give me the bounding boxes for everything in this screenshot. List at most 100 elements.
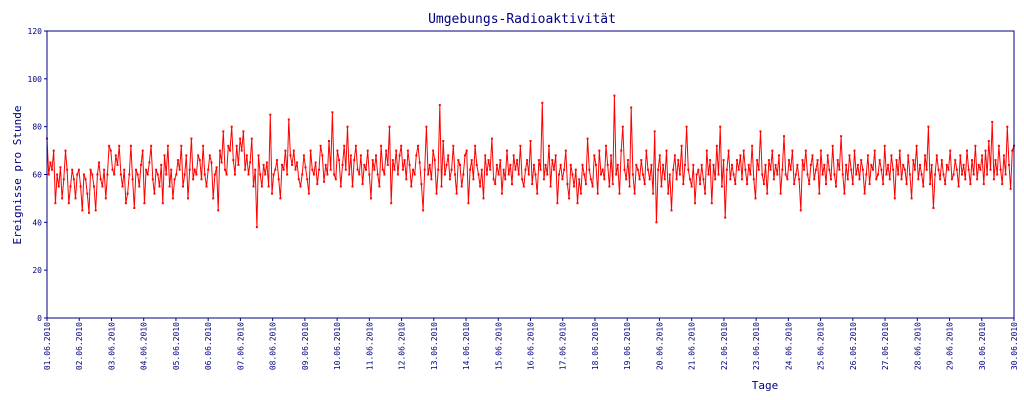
data-point <box>133 207 136 209</box>
data-point <box>950 178 953 181</box>
data-point <box>307 192 310 195</box>
data-point <box>746 183 749 186</box>
data-point <box>655 221 658 224</box>
data-point <box>972 173 975 176</box>
data-point <box>202 144 205 147</box>
data-point <box>98 161 100 164</box>
data-point <box>480 168 483 171</box>
data-point <box>359 154 362 157</box>
data-point <box>423 168 426 171</box>
data-point <box>615 173 618 176</box>
data-point <box>611 183 614 186</box>
data-point <box>955 168 958 171</box>
data-point <box>739 154 742 157</box>
data-point <box>306 178 309 181</box>
data-point <box>732 173 735 176</box>
data-point <box>94 209 97 212</box>
series-line <box>46 95 1015 228</box>
data-point <box>185 154 188 157</box>
data-point <box>873 149 876 152</box>
data-point <box>694 202 696 205</box>
data-point <box>930 163 933 166</box>
data-point <box>982 183 985 186</box>
y-axis-label: Ereignisse pro Stunde <box>11 105 24 244</box>
data-point <box>485 173 488 176</box>
data-point <box>586 137 589 140</box>
data-point <box>806 173 809 176</box>
data-point <box>381 168 384 171</box>
data-point <box>349 154 352 157</box>
data-point <box>109 149 112 152</box>
data-point <box>719 125 722 128</box>
data-point <box>393 168 396 171</box>
data-point <box>742 149 745 152</box>
data-point <box>776 173 779 176</box>
data-point <box>779 192 782 195</box>
data-point <box>986 173 989 176</box>
data-point <box>606 163 609 166</box>
data-point <box>712 163 715 166</box>
data-point <box>1009 187 1012 190</box>
data-point <box>250 137 253 140</box>
data-point <box>237 163 240 166</box>
data-point <box>200 178 203 181</box>
data-point <box>215 166 218 169</box>
data-point <box>821 173 824 176</box>
data-point <box>279 197 282 200</box>
data-point <box>455 192 458 195</box>
data-point <box>744 168 747 171</box>
x-tick-label: 13.06.2010 <box>430 322 439 370</box>
data-point <box>427 173 430 176</box>
data-point <box>385 149 388 152</box>
data-point <box>497 173 500 176</box>
data-point <box>984 149 987 152</box>
data-point <box>512 154 515 157</box>
data-point <box>388 125 391 128</box>
data-point <box>692 163 695 166</box>
data-point <box>670 209 673 212</box>
data-point <box>818 192 821 195</box>
x-tick-label: 09.06.2010 <box>301 322 310 370</box>
data-point <box>801 159 804 162</box>
data-point <box>403 159 406 162</box>
data-point <box>495 163 498 166</box>
data-point <box>823 163 826 166</box>
data-point <box>554 154 557 157</box>
data-point <box>123 168 126 171</box>
data-point <box>150 144 153 147</box>
data-point <box>339 185 342 188</box>
data-point <box>526 159 529 162</box>
data-point <box>354 144 357 147</box>
data-point <box>588 168 591 171</box>
data-point <box>417 144 419 147</box>
data-point <box>334 178 337 181</box>
data-point <box>772 178 775 181</box>
data-point <box>309 149 312 152</box>
data-point <box>408 163 411 166</box>
data-point <box>286 173 289 176</box>
data-point <box>541 101 544 104</box>
data-point <box>450 168 453 171</box>
x-tick-label: 05.06.2010 <box>172 322 181 370</box>
data-point <box>260 185 263 188</box>
data-point <box>511 183 513 186</box>
data-point <box>432 149 435 152</box>
data-point <box>475 163 478 166</box>
data-point <box>653 130 656 133</box>
data-point <box>853 149 856 152</box>
data-point <box>522 185 525 188</box>
data-point <box>302 154 305 157</box>
data-point <box>282 168 285 171</box>
data-point <box>292 149 295 152</box>
data-point <box>756 159 759 162</box>
data-point <box>880 168 883 171</box>
data-point <box>507 173 510 176</box>
data-point <box>447 154 450 157</box>
data-point <box>831 144 834 147</box>
data-point <box>252 185 255 188</box>
data-point <box>636 168 639 171</box>
data-point <box>187 197 189 200</box>
data-point <box>235 144 238 147</box>
data-point <box>232 159 235 162</box>
data-point <box>254 168 257 171</box>
